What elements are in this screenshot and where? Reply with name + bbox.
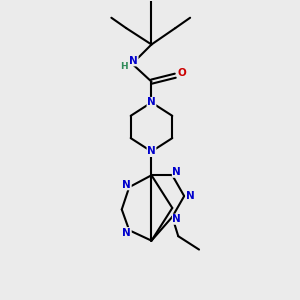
Text: N: N [147,98,156,107]
Text: N: N [122,228,131,238]
Text: N: N [172,214,181,224]
Text: N: N [129,56,138,66]
Text: N: N [186,191,194,201]
Text: N: N [122,180,131,190]
Text: O: O [177,68,186,78]
Text: N: N [172,167,181,177]
Text: H: H [120,62,128,71]
Text: N: N [147,146,156,157]
